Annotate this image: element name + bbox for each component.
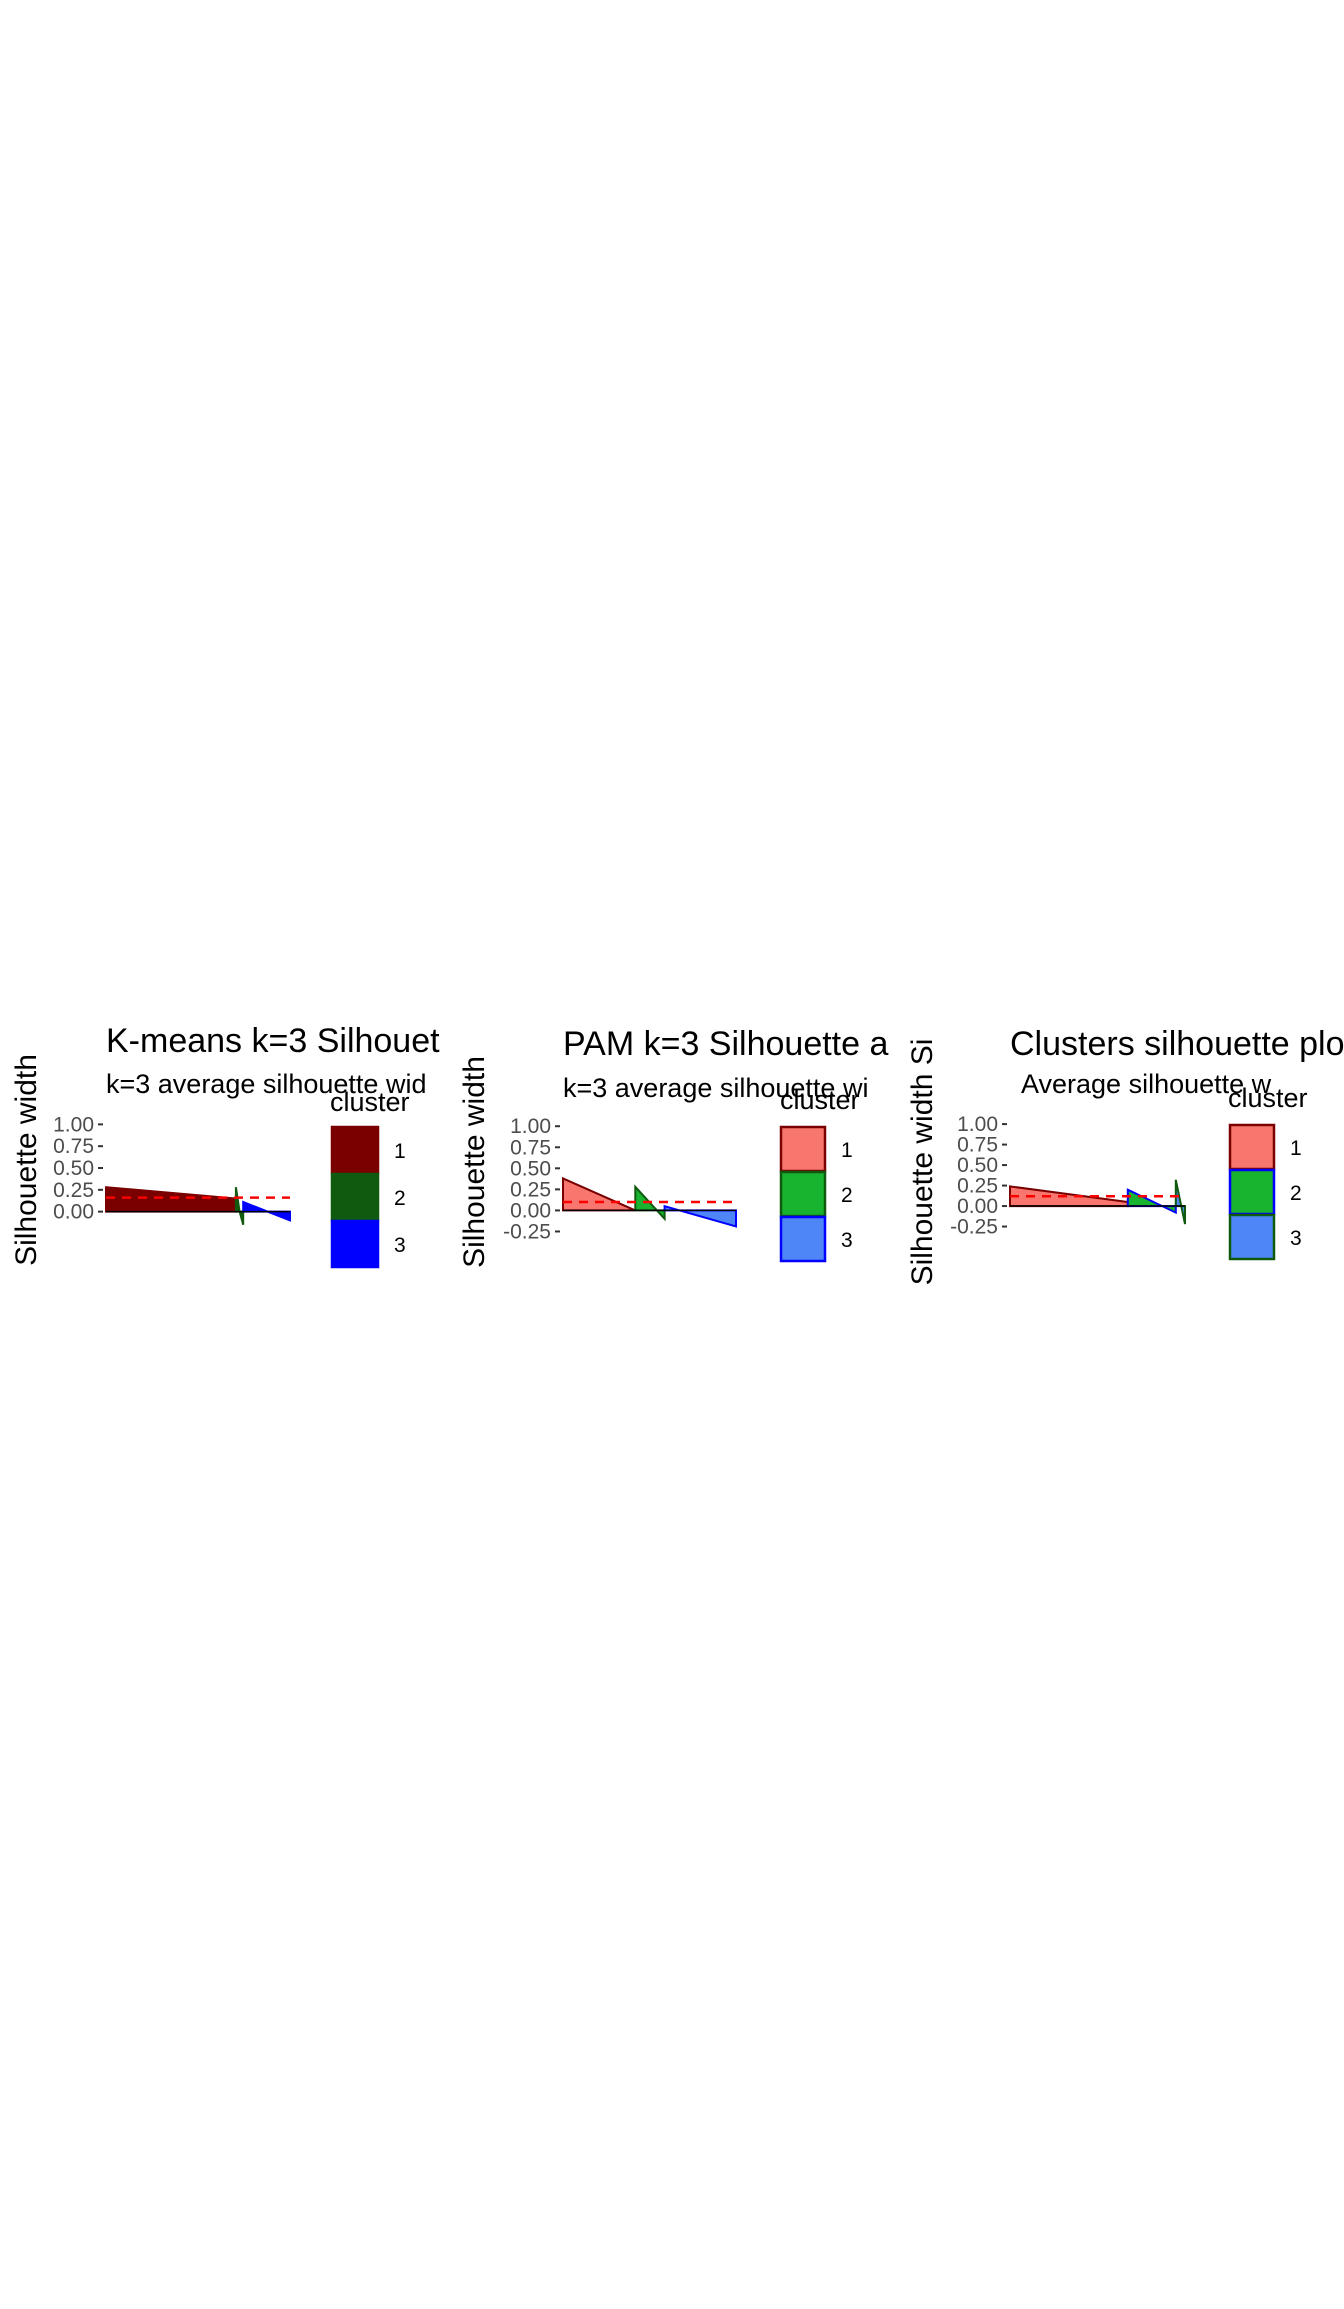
silhouette-cluster-1 (562, 1176, 636, 1212)
y-tick-label: 0.00 (957, 1195, 998, 1218)
legend-swatch-2 (1228, 1168, 1276, 1216)
silhouette-cluster-3 (663, 1204, 737, 1228)
y-tick-label: -0.25 (503, 1220, 551, 1243)
legend-swatch-1 (1228, 1123, 1276, 1171)
y-tick-label: 0.75 (53, 1135, 94, 1158)
panel-title: Clusters silhouette plo (1010, 1025, 1344, 1063)
legend: 1 2 3 (330, 1125, 406, 1269)
legend-title: cluster (780, 1085, 860, 1115)
panel-title: PAM k=3 Silhouette a (563, 1025, 888, 1063)
y-tick-label: 0.50 (510, 1157, 551, 1180)
legend-title: cluster (1228, 1083, 1308, 1113)
legend-swatch-3 (1228, 1213, 1276, 1261)
y-axis-label: Silhouette width (10, 1054, 43, 1266)
y-tick-label: 0.25 (957, 1175, 998, 1198)
legend-swatch-3 (779, 1215, 827, 1263)
y-axis-label: Silhouette width (458, 1056, 491, 1268)
legend-label: 2 (1290, 1182, 1302, 1205)
panel-subtitle: k=3 average silhouette wi (563, 1073, 868, 1103)
y-tick-label: 0.25 (510, 1178, 551, 1201)
legend-label: 2 (841, 1184, 853, 1207)
plot-area: 1.000.750.500.250.00 (53, 1113, 291, 1225)
plot-area: 1.000.750.500.250.00-0.25 (503, 1115, 737, 1243)
legend-label: 1 (841, 1139, 853, 1162)
y-tick-label: 0.50 (957, 1154, 998, 1177)
legend-label: 2 (394, 1187, 406, 1210)
panel-title: K-means k=3 Silhouet (106, 1022, 440, 1060)
plot-area: 1.000.750.500.250.00-0.25 (950, 1113, 1186, 1239)
y-tick-label: 1.00 (957, 1113, 998, 1136)
legend-label: 1 (394, 1140, 406, 1163)
legend-swatch-1 (330, 1125, 380, 1175)
y-axis-label: Silhouette width Si (906, 1039, 939, 1286)
y-tick-label: 0.75 (957, 1134, 998, 1157)
silhouette-cluster-1 (105, 1186, 237, 1213)
legend-swatch-2 (779, 1170, 827, 1218)
y-tick-label: 0.00 (510, 1199, 551, 1222)
legend-label: 3 (394, 1234, 406, 1257)
legend-label: 3 (841, 1229, 853, 1252)
panel-subtitle: k=3 average silhouette wid (106, 1069, 426, 1099)
y-tick-label: 0.50 (53, 1157, 94, 1180)
y-tick-label: 0.25 (53, 1179, 94, 1202)
panel-kmeans: K-means k=3 Silhouet k=3 average silhoue… (10, 1022, 440, 1266)
silhouette-cluster-2 (234, 1187, 245, 1225)
y-tick-label: 0.00 (53, 1201, 94, 1224)
legend-swatch-2 (330, 1172, 380, 1222)
legend-swatch-1 (779, 1125, 827, 1173)
legend: 1 2 3 (1228, 1123, 1302, 1261)
legend-swatch-3 (330, 1219, 380, 1269)
legend-title: cluster (330, 1087, 410, 1117)
y-tick-label: 1.00 (510, 1115, 551, 1138)
legend-label: 1 (1290, 1137, 1302, 1160)
y-tick-label: 1.00 (53, 1113, 94, 1136)
silhouette-cluster-3 (1126, 1188, 1177, 1215)
panel-clusters: Clusters silhouette plo Average silhouet… (906, 1025, 1344, 1285)
panel-pam: PAM k=3 Silhouette a k=3 average silhoue… (458, 1025, 888, 1268)
y-tick-label: 0.75 (510, 1136, 551, 1159)
panel-subtitle: Average silhouette w (1021, 1069, 1272, 1099)
silhouette-cluster-2 (1174, 1179, 1186, 1225)
legend: 1 2 3 (779, 1125, 853, 1263)
y-tick-label: -0.25 (950, 1216, 998, 1239)
legend-label: 3 (1290, 1227, 1302, 1250)
